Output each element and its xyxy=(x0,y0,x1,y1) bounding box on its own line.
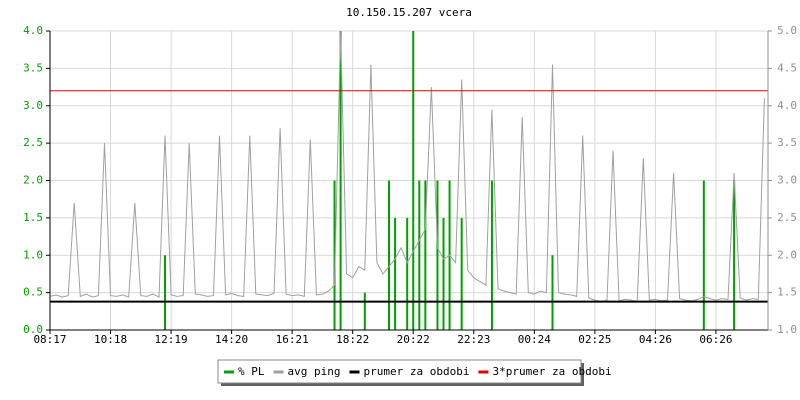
legend-label: % PL xyxy=(238,365,265,378)
y2-tick-label: 2.5 xyxy=(777,211,797,224)
pl-bar xyxy=(551,255,554,330)
y-tick-label: 2.5 xyxy=(23,136,43,149)
y-tick-label: 4.0 xyxy=(23,24,43,37)
x-tick-label: 18:22 xyxy=(336,333,369,346)
legend-label: prumer za obdobi xyxy=(363,365,469,378)
pl-bar xyxy=(164,255,167,330)
x-tick-label: 16:21 xyxy=(276,333,309,346)
pl-bar xyxy=(442,217,445,330)
x-tick-label: 08:17 xyxy=(33,333,66,346)
pl-bar xyxy=(339,31,342,330)
y2-tick-label: 1.0 xyxy=(777,323,797,336)
pl-bar xyxy=(363,292,366,330)
y-tick-label: 2.0 xyxy=(23,174,43,187)
y2-tick-label: 3.5 xyxy=(777,136,797,149)
y2-tick-label: 2.0 xyxy=(777,248,797,261)
pl-bar xyxy=(394,217,397,330)
y2-tick-label: 5.0 xyxy=(777,24,797,37)
pl-bar xyxy=(436,180,439,330)
y2-tick-label: 4.0 xyxy=(777,99,797,112)
legend-box xyxy=(217,359,582,384)
x-tick-label: 06:26 xyxy=(699,333,732,346)
y2-tick-label: 1.5 xyxy=(777,286,797,299)
y-tick-label: 0.0 xyxy=(23,323,43,336)
x-tick-label: 02:25 xyxy=(578,333,611,346)
pl-bar xyxy=(424,180,427,330)
pl-bar xyxy=(418,180,421,330)
pl-bar xyxy=(412,31,415,330)
pl-bar xyxy=(490,180,493,330)
pl-bar xyxy=(406,217,409,330)
y2-tick-label: 4.5 xyxy=(777,61,797,74)
legend: % PL avg ping prumer za obdobi 3*prumer za … xyxy=(217,359,612,386)
pl-bar xyxy=(388,180,391,330)
x-tick-label: 00:24 xyxy=(518,333,551,346)
pl-bar xyxy=(333,180,336,330)
y-tick-label: 1.0 xyxy=(23,248,43,261)
chart-title: 10.150.15.207 vcera xyxy=(346,6,472,19)
x-tick-label: 22:23 xyxy=(457,333,490,346)
y-tick-label: 0.5 xyxy=(23,286,43,299)
x-tick-label: 10:18 xyxy=(94,333,127,346)
y2-tick-label: 3.0 xyxy=(777,174,797,187)
pl-bar xyxy=(460,217,463,330)
pl-bar xyxy=(733,180,736,330)
x-tick-label: 20:22 xyxy=(397,333,430,346)
y-tick-label: 3.5 xyxy=(23,61,43,74)
ping-line xyxy=(49,30,765,303)
legend-label: avg ping xyxy=(288,365,341,378)
x-tick-label: 14:20 xyxy=(215,333,248,346)
x-tick-label: 12:19 xyxy=(155,333,188,346)
pl-bar xyxy=(702,180,705,330)
x-tick-label: 04:26 xyxy=(639,333,672,346)
y-tick-label: 3.0 xyxy=(23,99,43,112)
y-tick-label: 1.5 xyxy=(23,211,43,224)
legend-label: 3*prumer za obdobi xyxy=(492,365,611,378)
